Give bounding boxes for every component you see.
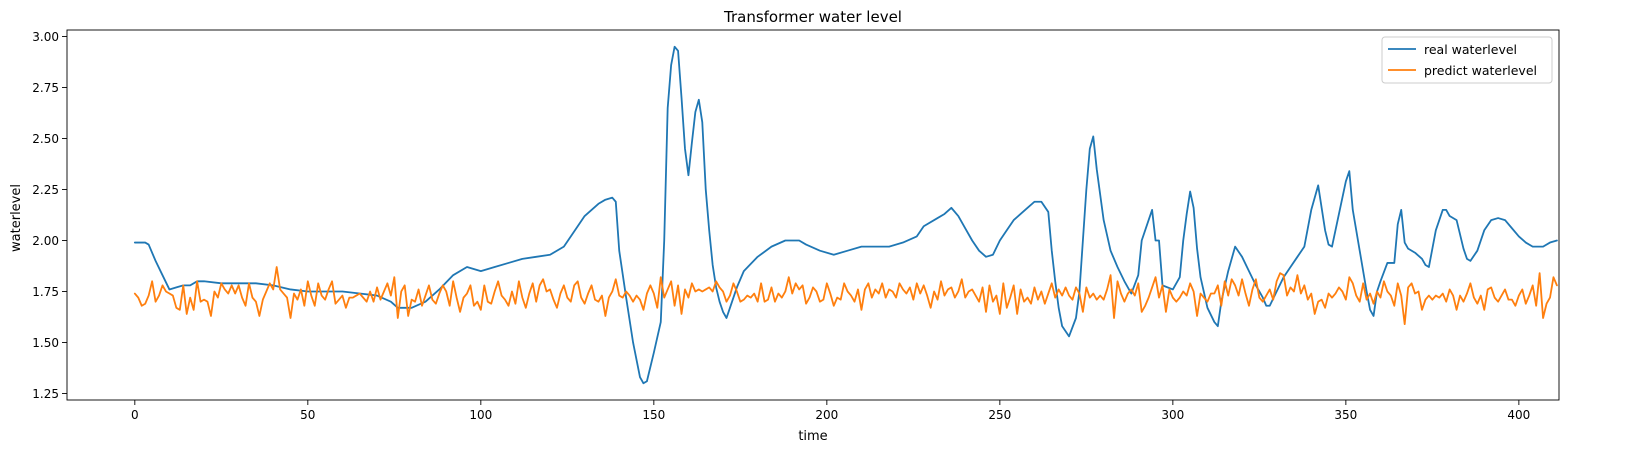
x-tick-label: 350	[1334, 408, 1357, 422]
y-tick-label: 1.50	[32, 336, 59, 350]
series-layer	[133, 45, 1558, 385]
x-tick-label: 400	[1507, 408, 1530, 422]
legend: real waterlevel predict waterlevel	[1381, 36, 1553, 84]
y-axis-label: waterlevel	[9, 184, 24, 252]
x-axis-label: time	[798, 429, 827, 444]
x-tick-label: 250	[988, 408, 1011, 422]
legend-box	[1381, 36, 1553, 84]
y-tick-label: 3.00	[32, 30, 59, 44]
y-tick-label: 2.75	[32, 81, 59, 95]
series-line-predict-waterlevel	[133, 266, 1558, 326]
x-tick-label: 0	[131, 408, 139, 422]
legend-label-real-waterlevel: real waterlevel	[1424, 42, 1517, 57]
x-tick-label: 300	[1161, 408, 1184, 422]
y-tick-label: 2.50	[32, 132, 59, 146]
series-line-real-waterlevel	[133, 45, 1558, 385]
legend-label-predict-waterlevel: predict waterlevel	[1424, 63, 1537, 78]
y-tick-label: 1.75	[32, 285, 59, 299]
y-tick-label: 2.25	[32, 183, 59, 197]
y-tick-label: 1.25	[32, 387, 59, 401]
x-tick-label: 50	[300, 408, 315, 422]
x-tick-label: 100	[469, 408, 492, 422]
chart-title: Transformer water level	[723, 8, 902, 26]
plot-frame	[66, 29, 1560, 401]
x-tick-label: 150	[642, 408, 665, 422]
ticks-layer: 0 50 100 150 200 250 300 350 400 1.25 1.50 1.75 2.00…	[32, 30, 1530, 422]
x-tick-label: 200	[815, 408, 838, 422]
y-tick-label: 2.00	[32, 234, 59, 248]
